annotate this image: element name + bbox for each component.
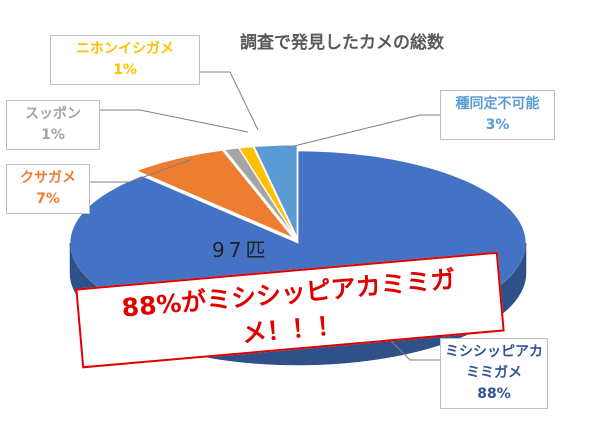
leader-line bbox=[90, 159, 191, 183]
value-label: 88% bbox=[477, 386, 511, 402]
pie-slice bbox=[223, 147, 296, 238]
leader-line bbox=[200, 71, 259, 131]
value-label: 7% bbox=[36, 191, 60, 207]
category-label: 種同定不可能 bbox=[455, 96, 540, 112]
pie-slice bbox=[238, 146, 297, 238]
category-label: ミシシッピアカミミガメ bbox=[445, 344, 543, 381]
data-label: ミシシッピアカミミガメ 88% bbox=[440, 338, 548, 409]
data-label: スッポン 1% bbox=[6, 100, 100, 150]
annotation: 97匹 bbox=[212, 238, 270, 262]
data-label: クサガメ 7% bbox=[6, 164, 90, 214]
category-label: ニホンイシガメ bbox=[76, 41, 174, 57]
leader-line bbox=[285, 114, 440, 149]
value-label: 1% bbox=[41, 127, 65, 143]
leader-line bbox=[100, 109, 249, 133]
pie-slice bbox=[253, 144, 298, 238]
pie-slice bbox=[135, 149, 294, 239]
data-label: 種同定不可能 3% bbox=[440, 90, 555, 140]
category-label: スッポン bbox=[25, 106, 81, 122]
value-label: 3% bbox=[485, 117, 510, 133]
data-label: ニホンイシガメ 1% bbox=[50, 35, 200, 85]
value-label: 1% bbox=[113, 62, 137, 78]
category-label: クサガメ bbox=[20, 170, 76, 186]
chart-title: 調査で発見したカメの総数 bbox=[240, 33, 444, 53]
